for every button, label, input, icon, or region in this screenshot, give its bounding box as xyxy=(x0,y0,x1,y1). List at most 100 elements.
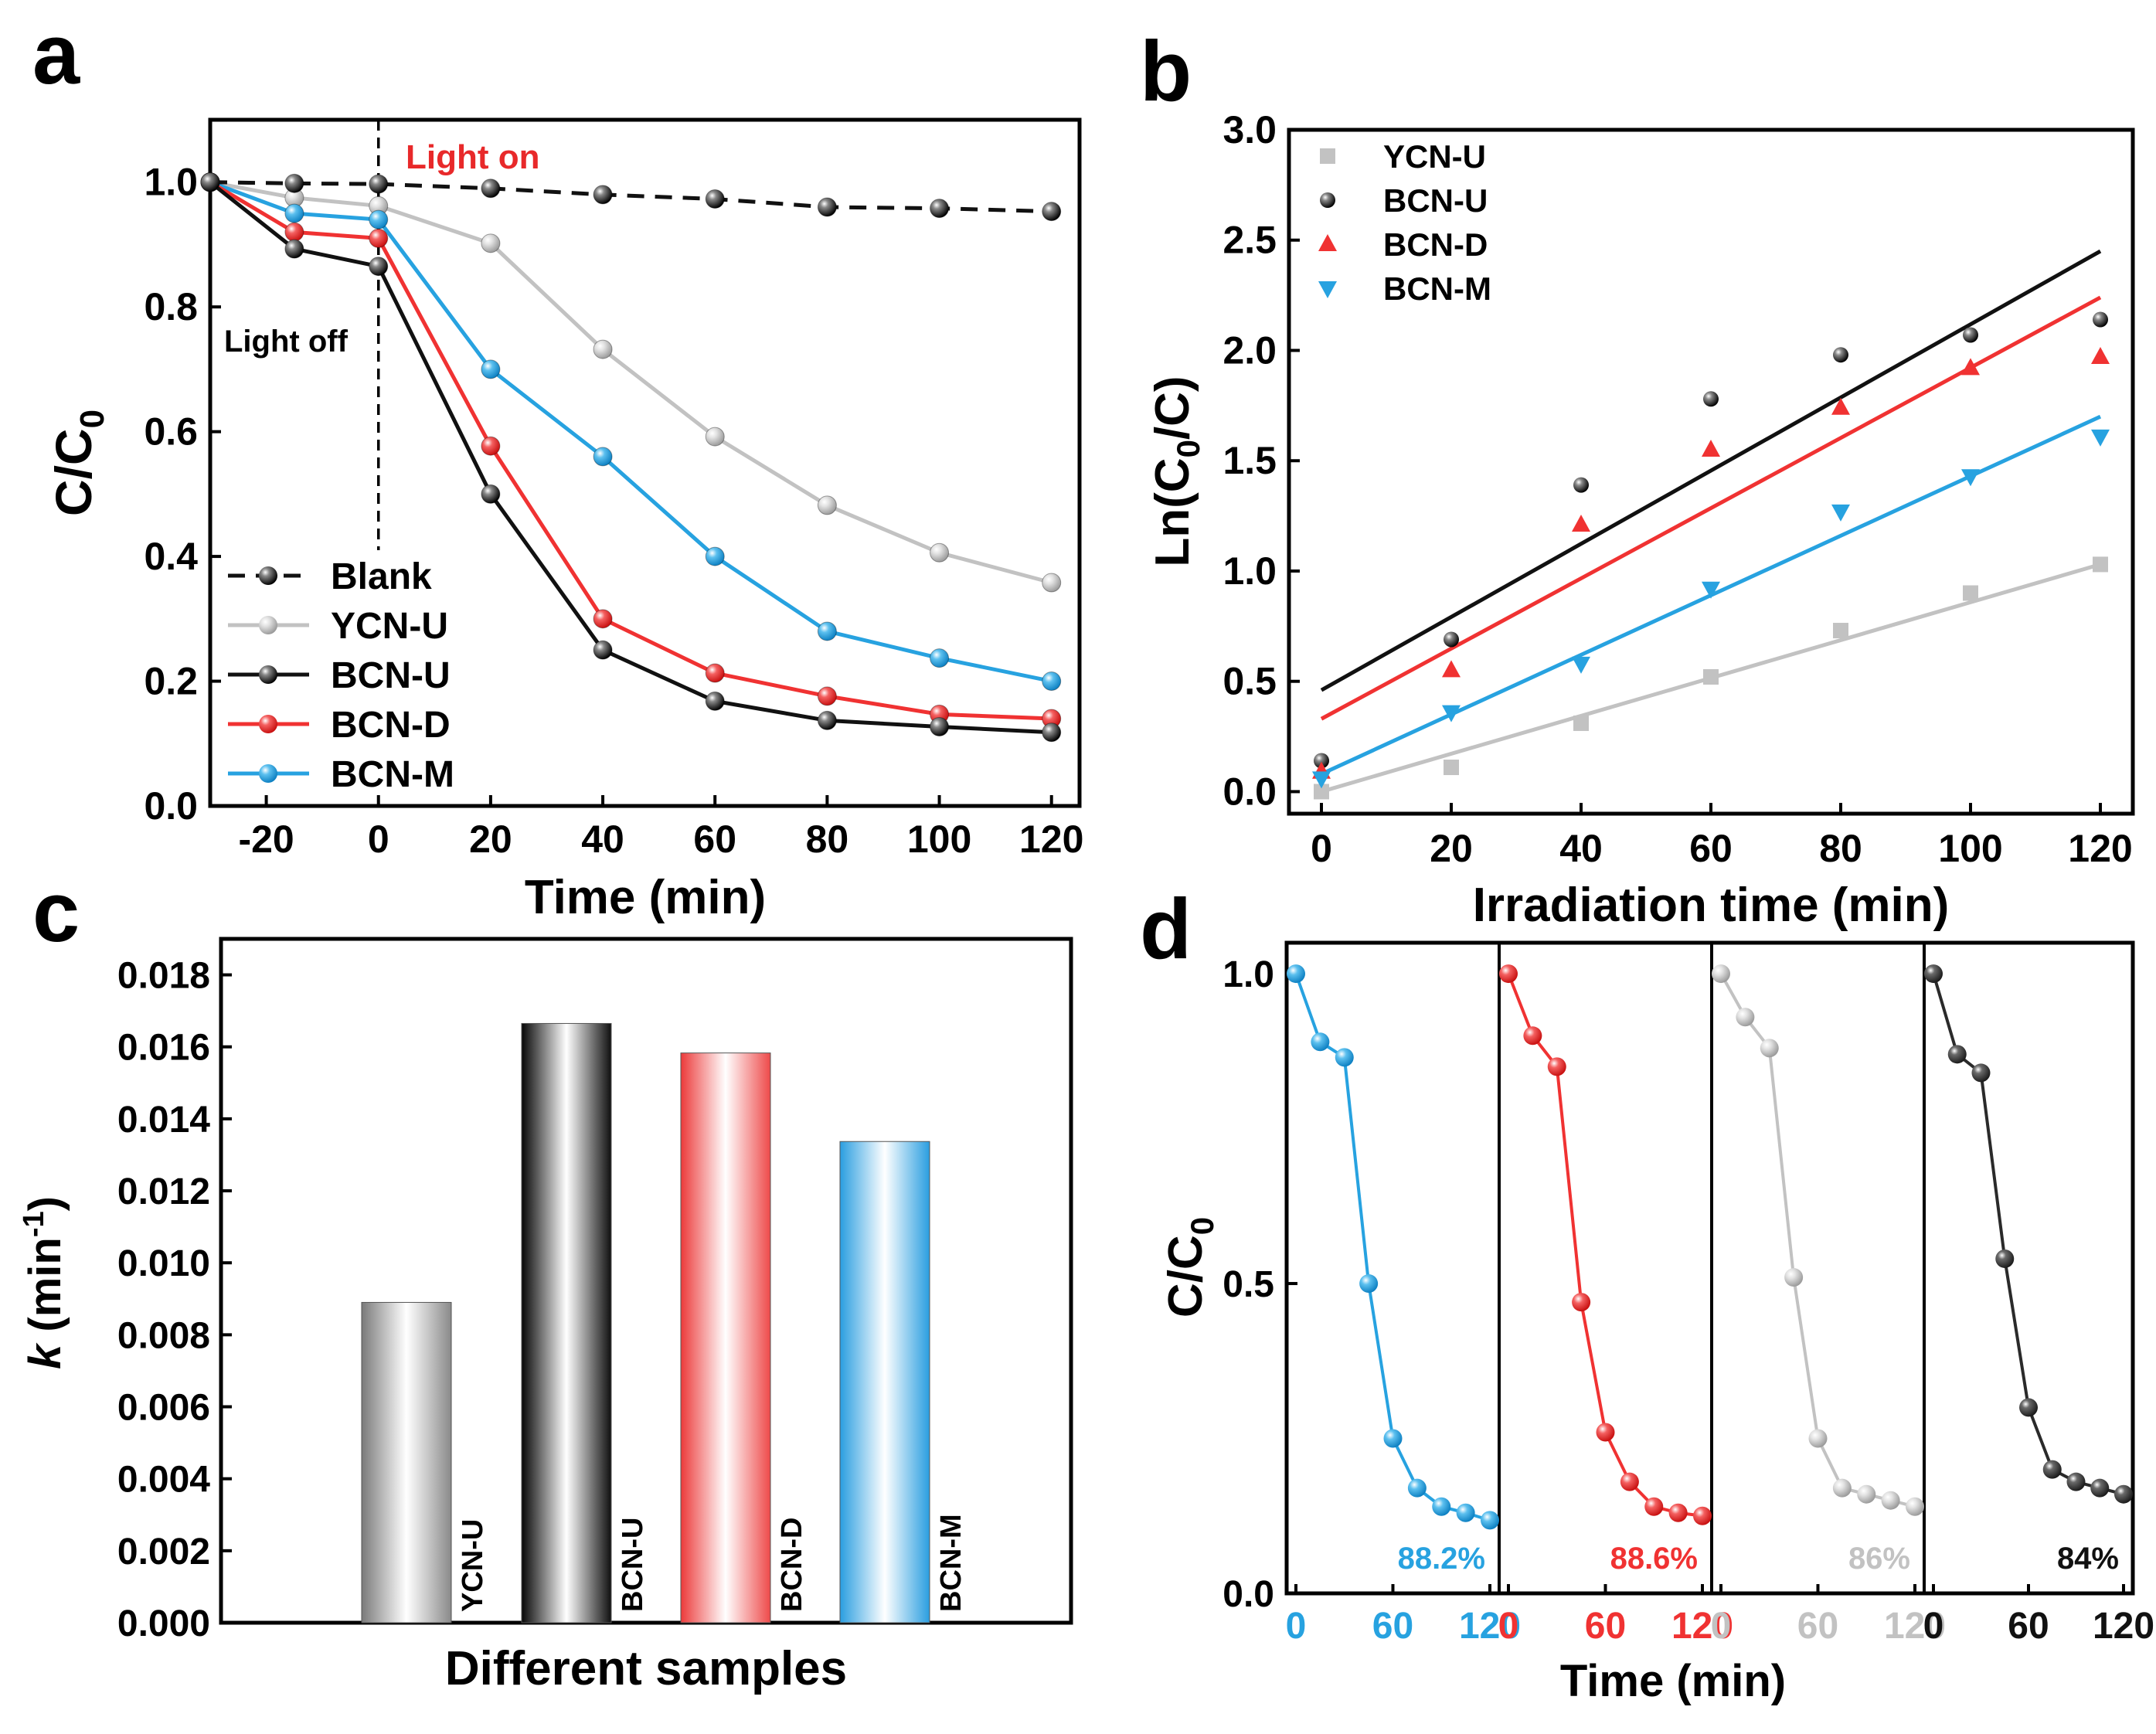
a-point-bcn-m xyxy=(369,209,389,230)
b-legend-label-bcn-m: BCN-M xyxy=(1383,270,1491,307)
d-x-tick-label-cycle-3: 60 xyxy=(1797,1606,1838,1647)
d-cycle-point-4 xyxy=(1971,1063,1991,1083)
a-x-tick-label: 100 xyxy=(907,818,971,861)
d-y-tick-label: 0.5 xyxy=(1223,1264,1274,1305)
d-cycle-point-3 xyxy=(1881,1491,1900,1510)
d-removal-label-cycle-4: 84% xyxy=(2057,1542,2119,1576)
d-cycle-point-1 xyxy=(1383,1429,1403,1448)
d-x-tick-label-cycle-4: 120 xyxy=(2093,1606,2154,1647)
d-cycle-point-2 xyxy=(1620,1472,1639,1491)
a-point-blank xyxy=(1042,202,1062,222)
a-point-bcn-u xyxy=(817,710,837,730)
a-point-blank xyxy=(705,189,725,209)
b-legend-marker-bcn-u xyxy=(1320,192,1335,208)
d-cycle-point-3 xyxy=(1832,1478,1852,1498)
d-cycle-point-3 xyxy=(1808,1429,1828,1448)
b-point-bcn-d xyxy=(1702,439,1720,457)
a-point-blank xyxy=(593,185,613,205)
a-y-tick-label: 1.0 xyxy=(144,161,198,204)
b-x-tick-label: 40 xyxy=(1559,827,1603,870)
a-x-tick-label: 60 xyxy=(693,818,736,861)
d-x-tick-label-cycle-4: 60 xyxy=(2008,1606,2049,1647)
a-legend-label-bcn-m: BCN-M xyxy=(331,754,454,795)
b-point-bcn-u xyxy=(2093,311,2108,328)
b-point-ycn-u xyxy=(1963,585,1978,601)
b-point-bcn-u xyxy=(1963,327,1978,343)
c-bar-label-ycn-u: YCN-U xyxy=(457,1519,489,1612)
a-point-bcn-u xyxy=(284,239,304,259)
b-point-bcn-m xyxy=(1572,656,1590,674)
b-y-tick-label: 1.5 xyxy=(1223,439,1277,482)
panel-b-scatter-chart: 0 20 40 60 80 100 120 0.0 0.5 1.0 1.5 2.0 2.5 3.0 Irr… xyxy=(1146,108,2135,932)
a-point-bcn-u xyxy=(930,716,950,736)
a-y-tick-label: 0.4 xyxy=(144,535,198,578)
a-point-bcn-u xyxy=(1042,722,1062,743)
panel-b-legend: YCN-U BCN-U BCN-D BCN-M xyxy=(1318,138,1491,307)
a-series-line-blank xyxy=(209,180,1052,214)
a-series-line-bcn-u xyxy=(209,180,1052,735)
a-legend-label-blank: Blank xyxy=(331,556,432,597)
c-bar-bcn-d xyxy=(680,1052,771,1624)
b-x-tick-label: 80 xyxy=(1819,827,1862,870)
d-cycle-point-4 xyxy=(2090,1478,2110,1498)
b-point-bcn-d xyxy=(1572,515,1590,532)
a-legend-marker-ycn-u xyxy=(259,616,277,634)
d-cycle-point-2 xyxy=(1547,1057,1566,1076)
d-removal-label-cycle-3: 86% xyxy=(1848,1542,1910,1576)
a-legend-label-ycn-u: YCN-U xyxy=(331,606,448,647)
a-legend-marker-bcn-u xyxy=(259,665,277,684)
d-cycle-point-4 xyxy=(2042,1460,2062,1479)
b-point-bcn-d xyxy=(2091,347,2110,365)
panel-d-x-axis-title: Time (min) xyxy=(1560,1656,1786,1706)
c-y-tick-label: 0.018 xyxy=(117,956,210,997)
a-y-tick-label: 0.0 xyxy=(144,784,198,828)
b-fit-line-bcn-d xyxy=(1320,295,2102,721)
b-x-tick-label: 100 xyxy=(1938,827,2002,870)
b-point-bcn-m xyxy=(1702,581,1720,599)
d-cycle-point-2 xyxy=(1499,964,1518,984)
b-point-ycn-u xyxy=(1833,623,1848,639)
a-point-bcn-d xyxy=(481,436,501,456)
d-cycle-point-2 xyxy=(1572,1293,1591,1312)
c-bar-bcn-m xyxy=(839,1141,930,1624)
a-point-blank xyxy=(481,178,501,199)
a-point-bcn-u xyxy=(593,640,613,660)
panel-d-plot-frame xyxy=(1284,940,2135,1596)
b-point-bcn-u xyxy=(1703,391,1719,407)
panel-c-y-axis-title: k (min-1) xyxy=(18,1196,70,1369)
d-cycle-point-4 xyxy=(1995,1249,2015,1268)
b-y-tick-label: 0.5 xyxy=(1223,660,1277,703)
b-y-tick-label: 2.0 xyxy=(1223,328,1277,372)
b-x-tick-label: 60 xyxy=(1689,827,1733,870)
a-x-tick-label: 40 xyxy=(581,818,624,861)
a-point-bcn-d xyxy=(705,663,725,683)
a-x-tick-label: -20 xyxy=(238,818,294,861)
panel-b-y-axis-title: Ln(C0/C) xyxy=(1146,376,1206,566)
d-cycle-point-1 xyxy=(1287,964,1305,984)
a-point-bcn-m xyxy=(930,648,950,668)
d-x-tick-label-cycle-1: 60 xyxy=(1372,1606,1413,1647)
panel-a-plot-frame xyxy=(208,117,1082,808)
d-cycle-point-2 xyxy=(1693,1506,1712,1525)
d-x-tick-label-cycle-3: 120 xyxy=(1884,1606,1946,1647)
c-bar-label-bcn-m: BCN-M xyxy=(935,1514,967,1612)
a-y-tick-label: 0.8 xyxy=(144,285,198,328)
a-point-ycn-u xyxy=(930,542,950,563)
d-x-tick-label-cycle-1: 120 xyxy=(1459,1606,1521,1647)
b-point-bcn-d xyxy=(1442,660,1461,678)
a-legend-label-bcn-d: BCN-D xyxy=(331,705,451,746)
panel-c-bar-chart: 0.000 0.002 0.004 0.006 0.008 0.010 0.012 0.014… xyxy=(18,937,1073,1695)
b-legend-marker-bcn-m xyxy=(1318,281,1337,298)
d-cycle-point-2 xyxy=(1644,1497,1664,1516)
b-point-ycn-u xyxy=(1444,760,1459,776)
d-cycle-point-3 xyxy=(1906,1497,1924,1516)
c-y-tick-label: 0.004 xyxy=(117,1460,210,1501)
a-point-ycn-u xyxy=(817,495,837,515)
a-point-ycn-u xyxy=(481,233,501,253)
a-legend-marker-bcn-d xyxy=(259,715,277,733)
d-x-tick-label-cycle-1: 0 xyxy=(1286,1606,1307,1647)
a-point-bcn-d xyxy=(593,609,613,629)
d-cycle-point-3 xyxy=(1760,1039,1779,1058)
b-y-tick-label: 0.0 xyxy=(1223,770,1277,813)
d-cycle-point-1 xyxy=(1335,1048,1354,1067)
